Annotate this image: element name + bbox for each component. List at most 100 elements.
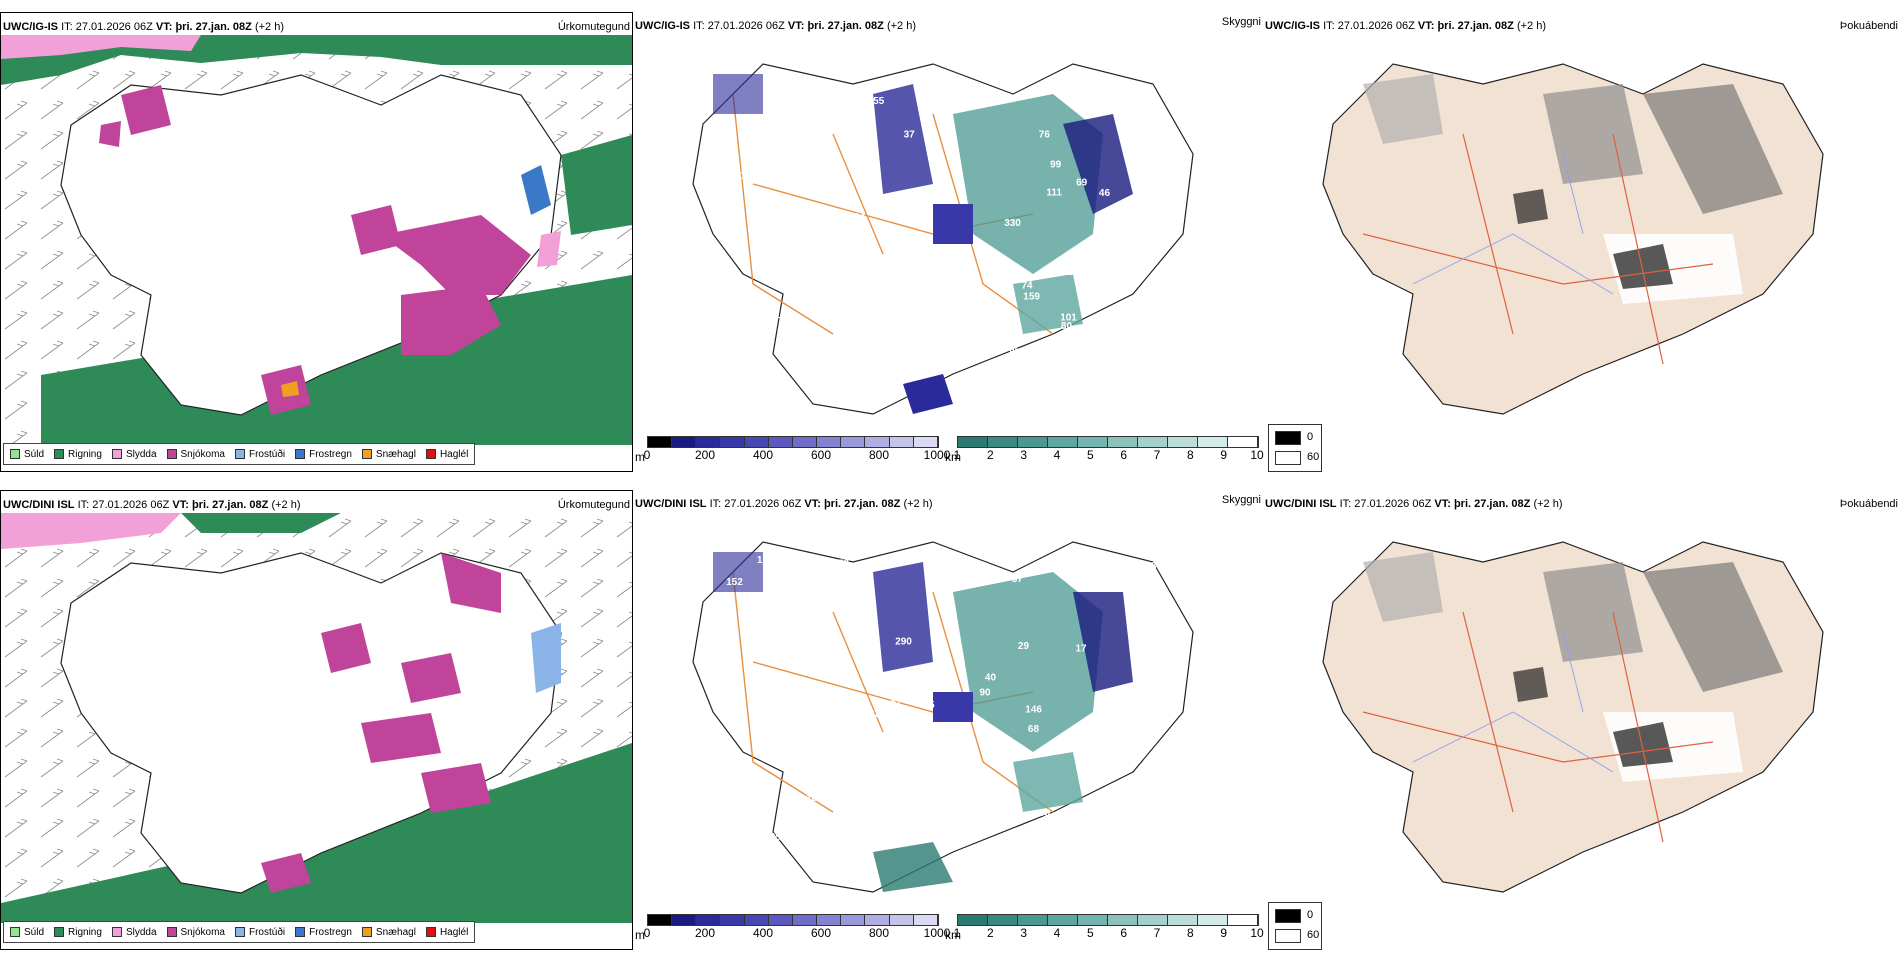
- init-time: 27.01.2026 06Z: [92, 499, 170, 511]
- model-name: UWC/DINI ISL: [1265, 498, 1337, 510]
- height-label: 53: [820, 190, 832, 201]
- height-label: 323: [869, 709, 886, 720]
- colorbar-cell: [696, 437, 721, 447]
- colorbar-cell: [648, 915, 673, 925]
- height-label: 160: [1104, 101, 1121, 112]
- height-label: 352: [919, 251, 936, 262]
- fog-key-swatch-dark: [1275, 909, 1301, 923]
- legend-label: Snjókoma: [180, 448, 225, 460]
- precip-type-map: [1, 513, 632, 923]
- cloud-cover-map: [1322, 541, 1824, 893]
- vt-label: VT:: [172, 499, 189, 511]
- colorbar-tick: 1: [953, 926, 961, 940]
- height-bar: [647, 914, 939, 926]
- fog-key-swatch-light: [1275, 451, 1301, 465]
- colorbar-tick: 4: [1053, 448, 1061, 462]
- legend-swatch: [111, 927, 122, 937]
- colorbar-tick: 8: [1186, 448, 1194, 462]
- height-label: 152: [726, 577, 743, 588]
- height-ticks: 0 200 400 600 800 1000: [644, 448, 951, 462]
- height-label: 69: [1076, 178, 1088, 189]
- colorbar-tick: 8: [1186, 926, 1194, 940]
- height-label: 125: [813, 227, 830, 238]
- colorbar-tick: 6: [1120, 448, 1127, 462]
- legend-label: Rigning: [68, 926, 102, 938]
- height-label: 112: [995, 846, 1012, 857]
- cloud-cover-panel: UWC/DINI ISL IT: 27.01.2026 06Z VT: þri.…: [1263, 490, 1900, 950]
- colorbar-cell: [817, 437, 842, 447]
- colorbar-cell: [1048, 437, 1078, 447]
- colorbar-cell: [865, 437, 890, 447]
- lead-time: (+2 h): [886, 20, 916, 32]
- legend-label: Slydda: [125, 926, 157, 938]
- height-label: 107: [740, 171, 757, 182]
- colorbar-cell: [720, 915, 745, 925]
- valid-time: þri. 27.jan. 08Z: [191, 499, 269, 511]
- height-label: 330: [1004, 218, 1021, 229]
- legend-item: Slydda: [111, 448, 157, 460]
- height-label: 68: [930, 778, 942, 789]
- it-label: IT:: [693, 20, 705, 32]
- colorbar-cell: [841, 437, 866, 447]
- vt-label: VT:: [155, 21, 173, 33]
- height-label: 151: [750, 198, 767, 209]
- height-labels: 85 149 74 79 69 80 106 14 352 64 172 107 76 66 111 82 15…: [740, 87, 1162, 359]
- colorbar-tick: 1: [953, 448, 961, 462]
- colorbar-tick: 3: [1020, 926, 1027, 940]
- legend-label: Slydda: [125, 448, 157, 460]
- height-label: 56: [1004, 842, 1016, 853]
- height-bar: [647, 436, 939, 448]
- height-label: 63: [730, 780, 742, 791]
- height-label: 152: [847, 707, 864, 718]
- model-name: UWC/IG-IS: [3, 21, 58, 33]
- colorbar-cell: [988, 437, 1018, 447]
- model-name: UWC/DINI ISL: [635, 498, 707, 510]
- valid-time: þri. 27.jan. 08Z: [1437, 20, 1514, 32]
- vt-label: VT:: [1434, 498, 1451, 510]
- legend-item: Snæhagl: [361, 448, 416, 460]
- height-label: 17: [1076, 643, 1088, 654]
- cloud-base-panel: UWC/IG-IS IT: 27.01.2026 06Z VT: þri. 27…: [633, 12, 1264, 472]
- height-colorbar: m 0 200 400 600 800 1000: [635, 914, 950, 944]
- colorbar-tick: 600: [810, 448, 832, 462]
- colorbar-tick: 7: [1153, 926, 1161, 940]
- height-label: 57: [1012, 574, 1024, 585]
- colorbar-tick: 800: [868, 448, 890, 462]
- legend-item: Frostregn: [295, 927, 352, 938]
- legend-item: Frostúði: [234, 449, 285, 460]
- colorbar-cell: [1108, 437, 1138, 447]
- legend-item: Snæhagl: [361, 927, 416, 938]
- height-label: 127: [1067, 267, 1084, 278]
- legend-item: Snjókoma: [166, 448, 225, 460]
- model-name: UWC/DINI ISL: [3, 499, 75, 511]
- legend-item: Haglél: [425, 449, 468, 460]
- colorbar-tick: 6: [1120, 926, 1127, 940]
- panel-title: Úrkomutegund: [557, 499, 630, 511]
- fog-key-swatch-dark: [1275, 431, 1301, 445]
- colorbar-cell: [1228, 437, 1258, 447]
- colorbar-cell: [648, 437, 673, 447]
- legend-item: Frostregn: [295, 449, 352, 460]
- legend-item: Slydda: [111, 926, 157, 938]
- cloud-cover-map: [1322, 63, 1824, 415]
- panel-title: Úrkomutegund: [557, 21, 630, 33]
- height-label: 146: [1025, 705, 1042, 716]
- colorbar-tick: 5: [1086, 926, 1094, 940]
- height-label: 159: [1023, 291, 1040, 302]
- height-label: 79: [809, 174, 821, 185]
- it-label: IT:: [61, 21, 73, 33]
- colorbar-cell: [1168, 915, 1198, 925]
- panel-header: UWC/DINI ISL IT: 27.01.2026 06Z VT: þri.…: [1265, 498, 1898, 512]
- visibility-colorbar: km 1 2 3 4 5 6 7 8 9 10: [945, 914, 1265, 944]
- legend-label: Snæhagl: [375, 448, 416, 460]
- panel-header: UWC/IG-IS IT: 27.01.2026 06Z VT: þri. 27…: [1265, 20, 1898, 34]
- legend-label: Haglél: [439, 926, 469, 938]
- height-label: 52: [1105, 814, 1117, 825]
- legend-label: Súld: [24, 448, 45, 460]
- valid-time: þri. 27.jan. 08Z: [807, 20, 884, 32]
- height-label: 73: [751, 808, 763, 819]
- height-label: 95: [938, 815, 950, 826]
- colorbar-cell: [1198, 915, 1228, 925]
- colorbar-tick: 2: [986, 926, 994, 940]
- colorbar-cell: [958, 437, 988, 447]
